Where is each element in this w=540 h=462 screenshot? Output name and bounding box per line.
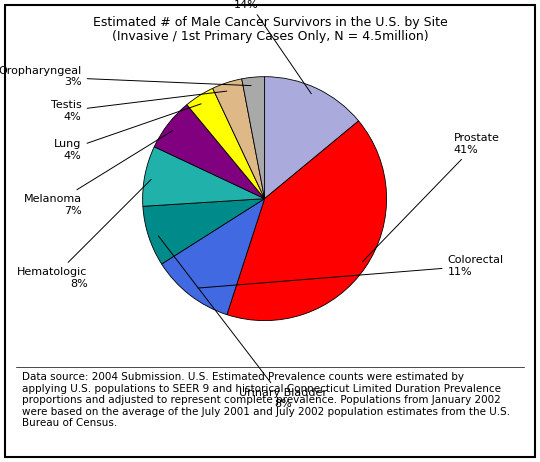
Wedge shape bbox=[143, 199, 265, 264]
Text: Lung
4%: Lung 4% bbox=[55, 104, 201, 161]
Wedge shape bbox=[265, 77, 359, 199]
Text: Oropharyngeal
3%: Oropharyngeal 3% bbox=[0, 66, 251, 87]
Text: Colorectal
11%: Colorectal 11% bbox=[198, 255, 504, 288]
Text: Urinary Bladder
8%: Urinary Bladder 8% bbox=[158, 236, 327, 409]
Text: Testis
4%: Testis 4% bbox=[51, 91, 227, 122]
Wedge shape bbox=[242, 77, 265, 199]
Wedge shape bbox=[143, 147, 265, 207]
Text: All other sites
14%: All other sites 14% bbox=[208, 0, 312, 94]
Wedge shape bbox=[227, 121, 387, 321]
Wedge shape bbox=[187, 88, 265, 199]
Wedge shape bbox=[213, 79, 265, 199]
Text: Estimated # of Male Cancer Survivors in the U.S. by Site: Estimated # of Male Cancer Survivors in … bbox=[93, 16, 447, 29]
Wedge shape bbox=[161, 199, 265, 315]
Text: Melanoma
7%: Melanoma 7% bbox=[24, 131, 173, 216]
Text: (Invasive / 1st Primary Cases Only, N = 4.5million): (Invasive / 1st Primary Cases Only, N = … bbox=[112, 30, 428, 43]
Wedge shape bbox=[154, 105, 265, 199]
Text: Data source: 2004 Submission. U.S. Estimated Prevalence counts were estimated by: Data source: 2004 Submission. U.S. Estim… bbox=[22, 372, 510, 428]
Text: Hematologic
8%: Hematologic 8% bbox=[17, 179, 151, 289]
Text: Prostate
41%: Prostate 41% bbox=[362, 133, 500, 262]
